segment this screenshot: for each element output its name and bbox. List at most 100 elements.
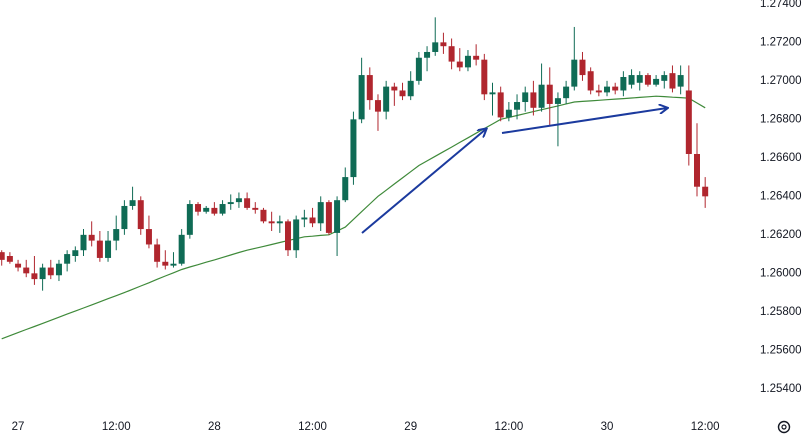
candle-body — [464, 55, 471, 68]
candle-body — [522, 92, 529, 103]
candle-body — [644, 75, 651, 85]
candle-body — [636, 75, 643, 83]
trend-arrow — [361, 129, 486, 234]
trend-arrow — [501, 108, 667, 134]
candle-body — [186, 204, 193, 235]
candle-body — [235, 198, 242, 203]
plot — [0, 17, 709, 340]
candle-body — [325, 202, 332, 233]
y-tick-label: 1.25600 — [760, 344, 802, 356]
candle-body — [6, 256, 13, 262]
candle-body — [113, 229, 120, 241]
candle-body — [563, 86, 570, 99]
candle-body — [595, 90, 602, 93]
candle-body — [587, 71, 594, 91]
candle-body — [489, 92, 496, 95]
y-tick-label: 1.25400 — [760, 383, 802, 395]
candle-body — [309, 217, 316, 224]
candle-body — [137, 200, 144, 230]
candle-body — [514, 102, 521, 110]
candle-body — [121, 205, 128, 230]
candle-body — [456, 61, 463, 68]
candle-body — [448, 46, 455, 62]
candle-body — [285, 221, 291, 251]
candle-body — [432, 42, 439, 52]
settings-button[interactable] — [777, 420, 791, 434]
candle-body — [293, 219, 300, 251]
candle-body — [301, 217, 308, 220]
candle-body — [0, 252, 5, 260]
candle-body — [334, 200, 341, 233]
candle-body — [579, 59, 586, 76]
candle-body — [260, 209, 267, 222]
candle-body — [162, 261, 169, 266]
y-tick-label: 1.26000 — [760, 267, 802, 279]
candle-body — [481, 59, 488, 95]
settings-icon-center[interactable] — [781, 424, 787, 430]
candle-body — [203, 207, 210, 212]
candle-body — [145, 229, 152, 245]
candle-body — [538, 84, 545, 108]
candle-body — [653, 78, 660, 85]
candle-body — [571, 59, 578, 87]
candle-body — [604, 86, 611, 93]
candle-body — [55, 263, 62, 276]
candle-body — [358, 75, 365, 120]
x-tick-label: 12:00 — [494, 421, 523, 433]
candle-body — [47, 267, 54, 276]
candle-body — [154, 244, 161, 262]
candle-body — [23, 267, 30, 274]
candle-body — [546, 84, 553, 104]
candle-body — [276, 221, 283, 224]
candle-body — [211, 207, 218, 214]
candle-body — [661, 75, 668, 81]
candle-body — [268, 221, 275, 224]
x-tick-label: 28 — [208, 421, 221, 433]
candle-body — [317, 202, 324, 224]
candle-body — [530, 92, 537, 108]
candle-body — [399, 90, 406, 97]
x-tick-label: 27 — [12, 421, 25, 433]
candle-body — [227, 202, 234, 205]
y-tick-label: 1.27000 — [760, 75, 802, 87]
x-tick-label: 12:00 — [102, 421, 131, 433]
candle-body — [554, 98, 561, 104]
candle-body — [383, 86, 390, 112]
candle-body — [170, 263, 177, 266]
y-tick-label: 1.26200 — [760, 229, 802, 241]
candle-body — [219, 204, 226, 214]
candle-body — [64, 254, 71, 264]
y-tick-label: 1.27400 — [760, 0, 802, 10]
candle-body — [391, 86, 398, 91]
x-tick-label: 29 — [404, 421, 417, 433]
candle-body — [244, 198, 251, 208]
candle-body — [252, 207, 259, 210]
candle-body — [350, 119, 357, 178]
y-tick-label: 1.26400 — [760, 190, 802, 202]
x-tick-label: 12:00 — [298, 421, 327, 433]
candle-body — [72, 250, 79, 257]
x-tick-label: 30 — [601, 421, 614, 433]
candle-body — [15, 263, 22, 268]
y-tick-label: 1.27200 — [760, 36, 802, 48]
candle-body — [620, 76, 627, 91]
candle-body — [96, 240, 103, 258]
x-tick-label: 12:00 — [691, 421, 720, 433]
candle-body — [31, 273, 38, 280]
candle-body — [407, 80, 414, 97]
candle-body — [129, 200, 136, 206]
y-tick-label: 1.25800 — [760, 306, 802, 318]
candle-body — [505, 109, 512, 118]
candle-body — [497, 92, 504, 118]
candle-body — [366, 75, 373, 101]
candle-body — [374, 100, 381, 112]
candle-body — [612, 86, 619, 91]
candle-body — [677, 75, 684, 87]
candle-body — [473, 55, 480, 60]
candle-body — [105, 240, 112, 258]
candle-body — [424, 51, 431, 58]
settings-icon[interactable] — [777, 420, 791, 434]
candle-body — [342, 177, 349, 201]
